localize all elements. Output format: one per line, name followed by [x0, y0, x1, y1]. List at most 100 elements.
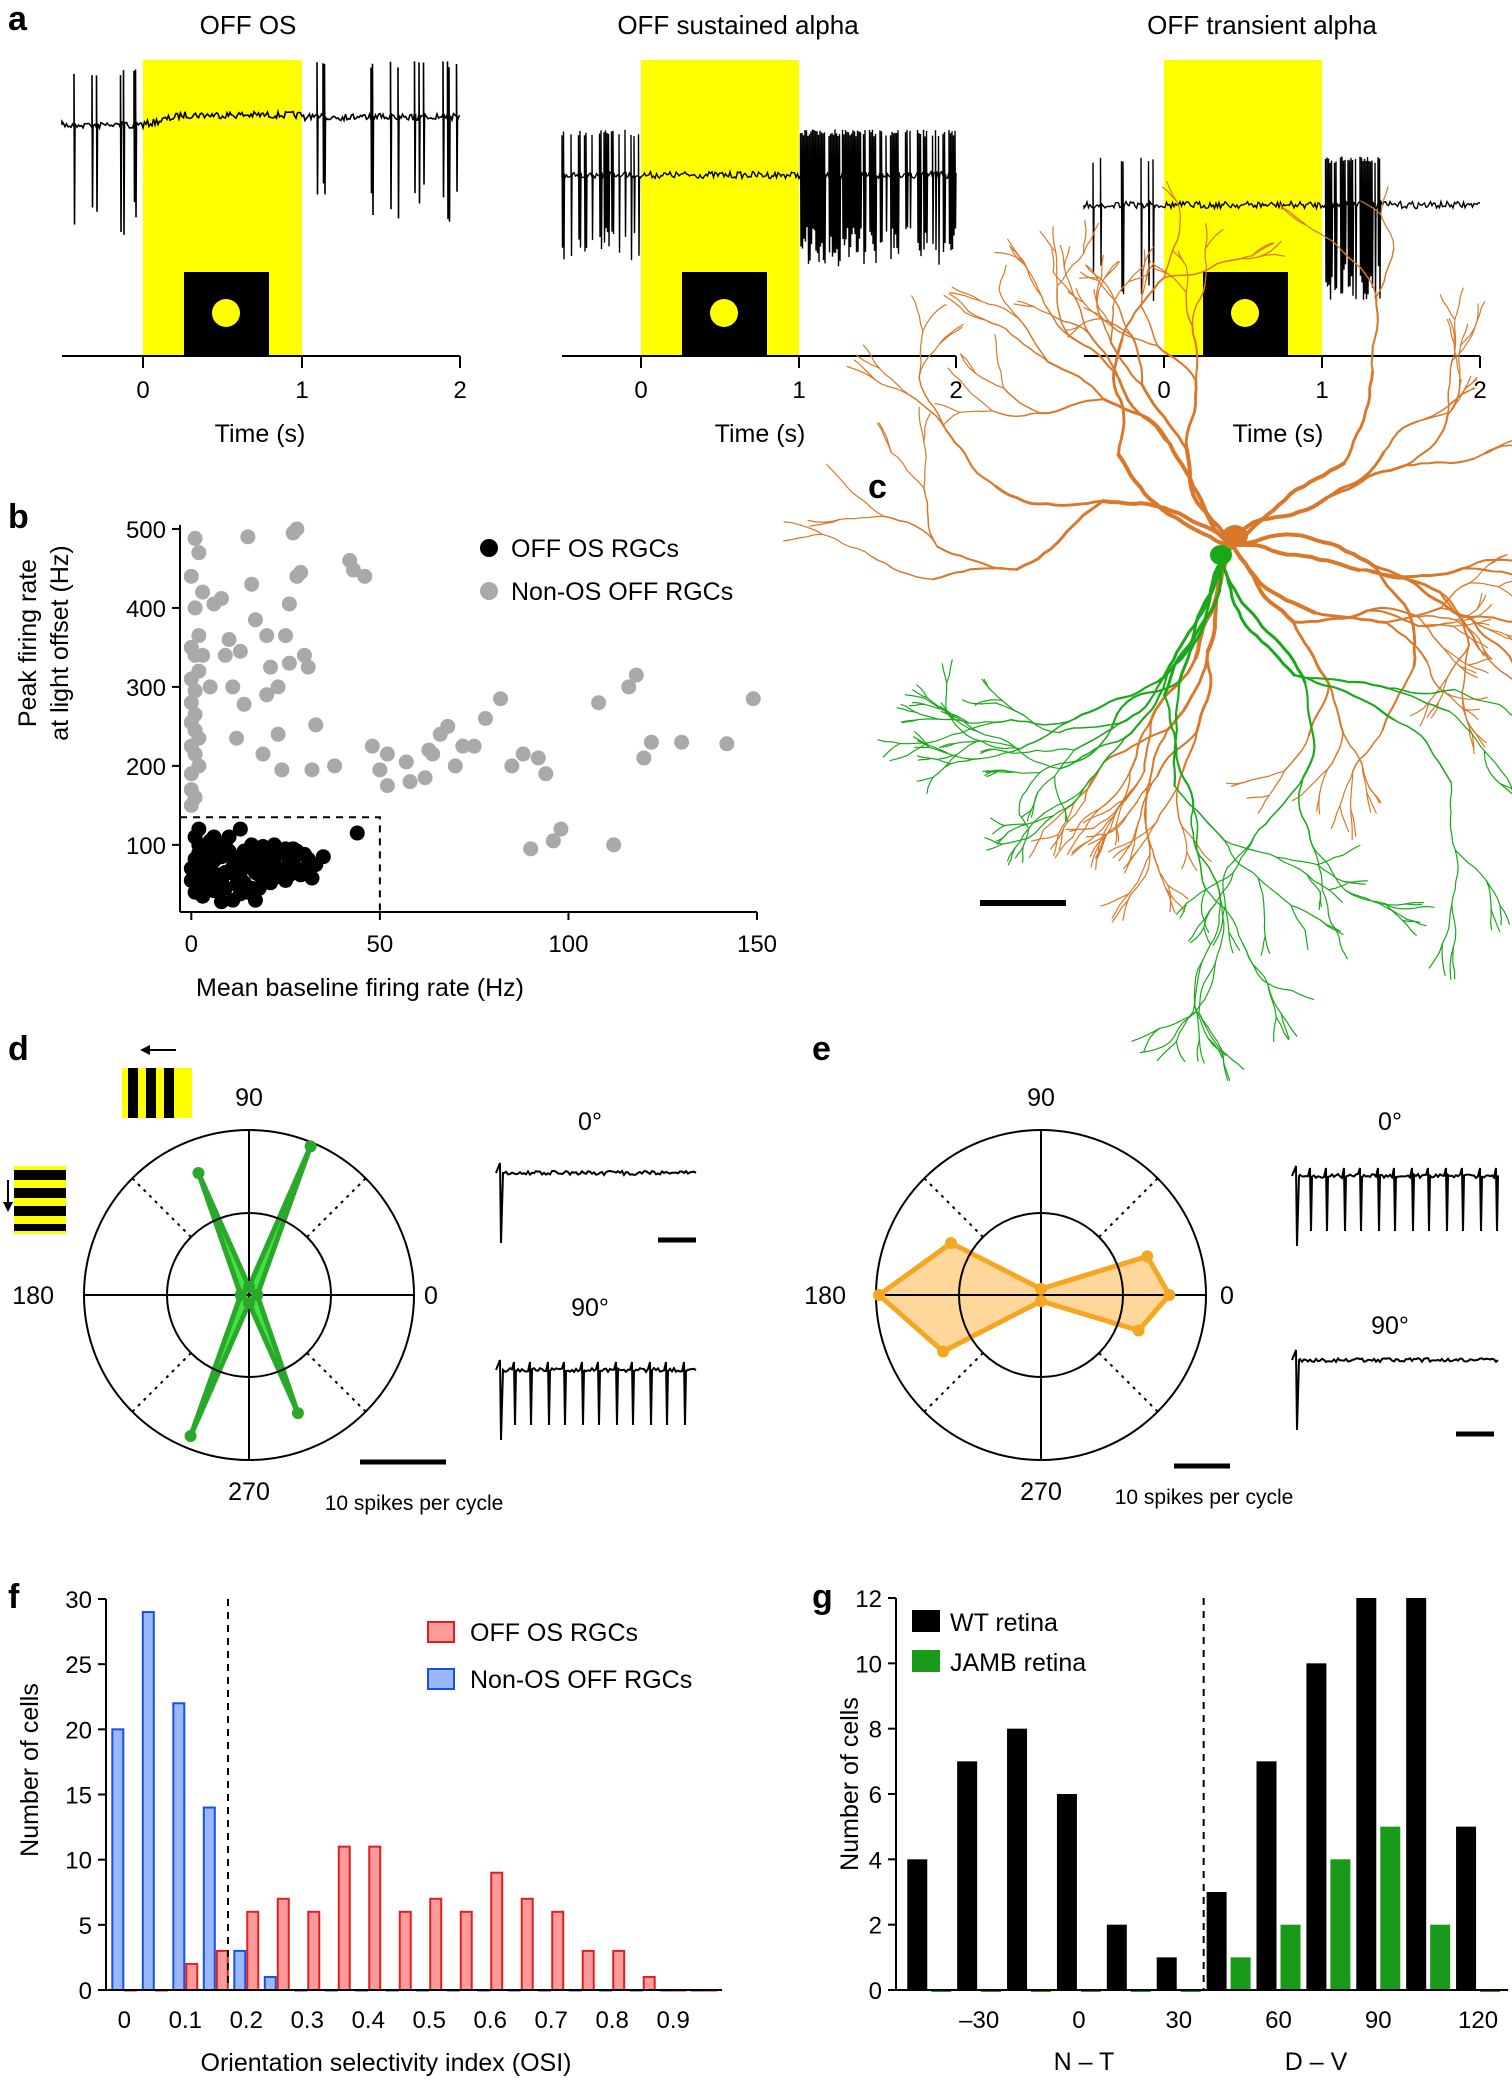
- dendrite-branch: [994, 748, 1014, 754]
- dendrite-branch: [1175, 1041, 1186, 1063]
- axes: 0 2 4 6 8 10 12 –30 0 30 60 90 120: [855, 1586, 1508, 2034]
- dendrite-branch: [1280, 1013, 1298, 1037]
- dendrite-branch: [1263, 910, 1266, 938]
- dendrite-branch: [936, 545, 1018, 571]
- dendrite-branch: [883, 515, 938, 548]
- dendrite-branch: [1454, 849, 1488, 882]
- data-point-off-os: [236, 875, 252, 891]
- bar-wt: [1356, 1598, 1377, 1990]
- dendrite-branch: [1384, 903, 1414, 910]
- dendrite-branch: [1498, 580, 1512, 588]
- dendrite-branch: [1204, 248, 1208, 286]
- dendrite-branch: [1166, 180, 1178, 202]
- dendrite-branch: [1452, 622, 1476, 627]
- data-point-off-os: [191, 845, 207, 861]
- dendrite-branch: [996, 356, 1005, 389]
- dendrite-branch: [1194, 962, 1216, 1013]
- dendrite-branch: [870, 555, 934, 581]
- data-point-off-os: [213, 872, 229, 888]
- dendrite-branch: [1074, 680, 1160, 720]
- dendrite-branch: [979, 748, 1022, 760]
- dendrite-branch: [1339, 805, 1350, 833]
- dendrite-branch: [959, 353, 976, 374]
- dendrite-branch: [1095, 276, 1103, 308]
- dendrite-branch: [1368, 786, 1380, 804]
- dendrite-branch: [1128, 854, 1151, 895]
- panel-label-c: c: [868, 468, 887, 506]
- dendrite-branch: [1009, 245, 1025, 265]
- dendrite-branch: [1095, 844, 1100, 871]
- dendrite-branch: [1083, 222, 1099, 255]
- dendrite-branch: [956, 717, 979, 733]
- dendrite-branch: [1316, 793, 1321, 813]
- dendrite-branch: [1159, 1011, 1196, 1029]
- dendrite-branch: [1246, 794, 1270, 799]
- dendrite-branch: [1223, 839, 1259, 879]
- dendrite-branch: [1092, 805, 1120, 829]
- dendrite-branch: [1114, 824, 1118, 846]
- dendrite-branch: [938, 754, 958, 760]
- bar-wt: [1056, 1794, 1077, 1990]
- dendrite-branch: [951, 286, 981, 302]
- dendrite-branch: [901, 719, 918, 724]
- dendrite-branch: [1506, 634, 1512, 637]
- dendrite-branch: [862, 344, 880, 369]
- dendrite-branch: [1230, 543, 1296, 624]
- data-point-non-os: [621, 679, 637, 695]
- tuning-vertex: [192, 1167, 205, 1180]
- dendrite-branch: [1018, 795, 1023, 816]
- dendrite-branch: [889, 754, 909, 762]
- dendrite-branch: [1483, 750, 1501, 785]
- tick-label-1: 1: [792, 377, 805, 404]
- dendrite-branch: [1194, 960, 1203, 1007]
- dendrite-branch: [1172, 680, 1181, 787]
- bar-jamb: [1280, 1924, 1301, 1990]
- dendrite-branch: [1474, 618, 1492, 624]
- dendrite-branch: [1184, 379, 1198, 451]
- polar-plot: [83, 1129, 415, 1461]
- data-point-off-os: [349, 825, 365, 841]
- scale-label: 10 spikes per cycle: [1115, 1486, 1294, 1509]
- angle-label-270: 270: [1020, 1478, 1062, 1506]
- polar-diagonal: [923, 1352, 984, 1413]
- dendrite-branch: [808, 518, 841, 527]
- x-tick-label: 120: [1458, 2007, 1498, 2034]
- dendrite-branch: [1143, 717, 1153, 773]
- data-point-non-os: [466, 738, 482, 754]
- panel-label-b: b: [8, 498, 29, 536]
- dendrite-branch: [984, 769, 997, 777]
- dendrite-branch: [1251, 770, 1285, 781]
- dendrite-branch: [1350, 808, 1357, 837]
- dendrite-branch: [1122, 849, 1139, 870]
- dendrite-branch: [1425, 660, 1446, 693]
- dendrite-branch: [939, 743, 955, 748]
- dendrite-branch: [1440, 607, 1481, 627]
- tuning-vertex: [937, 1345, 950, 1358]
- tuning-vertex: [304, 1140, 317, 1153]
- dendrite-branch: [949, 292, 981, 302]
- dendrite-branch: [1021, 772, 1041, 797]
- dendrite-branch: [1417, 616, 1444, 649]
- dendrite-branch: [1179, 902, 1188, 919]
- dendrite-branch: [1111, 893, 1130, 919]
- dendrite-branch: [1462, 375, 1472, 394]
- x-tick-label: 0.7: [535, 2007, 568, 2034]
- dendrite-branch: [1443, 691, 1464, 710]
- dendrite-branch: [1343, 880, 1368, 883]
- data-point-non-os: [191, 758, 207, 774]
- dendrite-branch: [1101, 254, 1104, 278]
- dendrite-branch: [1262, 979, 1293, 991]
- dendrite-branch: [1446, 644, 1470, 678]
- dendrite-branch: [1090, 844, 1100, 868]
- dendrite-branch: [1365, 609, 1420, 628]
- voltage-trace: [561, 129, 957, 267]
- dendrite-branch: [1204, 228, 1224, 250]
- bar-off-os: [642, 1975, 656, 1992]
- dendrite-branch: [940, 705, 955, 720]
- dendrite-branch: [1002, 387, 1041, 414]
- axes: 0 5 10 15 20 25 30 0 0.1 0.2 0.3 0.4 0.5 0.6 0.7 0.8 0.9: [65, 1587, 722, 2034]
- dendrite-branch: [1449, 946, 1454, 980]
- data-point-non-os: [213, 590, 229, 606]
- dendrite-branch: [1325, 450, 1386, 500]
- dendrite-branch: [1404, 413, 1449, 467]
